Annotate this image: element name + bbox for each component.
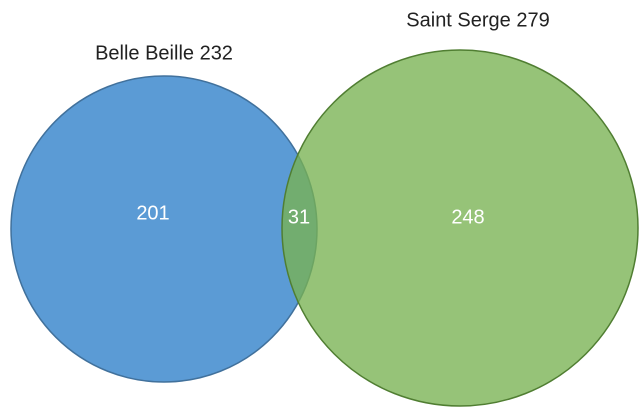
- set-circle-blue: [10, 75, 318, 383]
- region-count: 201: [136, 202, 169, 224]
- region-count: 248: [451, 206, 484, 228]
- region-count: 31: [288, 206, 310, 228]
- set-label: Belle Beille 232: [95, 42, 233, 64]
- set-circle-green: [281, 49, 639, 407]
- set-label: Saint Serge 279: [406, 9, 549, 31]
